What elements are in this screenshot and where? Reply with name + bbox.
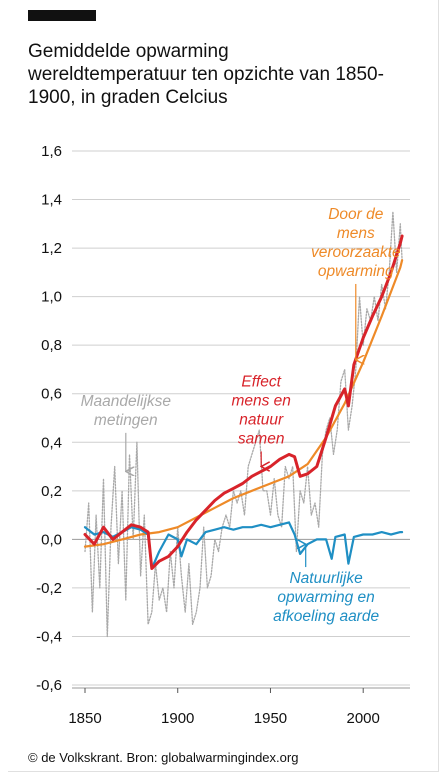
accent-bar (28, 10, 96, 21)
annotation-text: mens (337, 225, 375, 242)
series-lines (83, 211, 404, 638)
gridlines (72, 150, 410, 689)
annotation-text: Effect (241, 373, 281, 390)
y-tick-label: 0,6 (41, 386, 62, 403)
x-axis-ticks: 1850 1900 1950 2000 (68, 688, 380, 727)
natural-series-line (83, 521, 404, 570)
annotation-combined: Effect mens en natuur samen (231, 373, 291, 466)
monthly-series-line (84, 211, 403, 638)
annotation-text: samen (238, 430, 285, 447)
annotation-text: metingen (94, 412, 158, 429)
combined-series-line (83, 234, 404, 570)
annotation-monthly: Maandelijkse metingen (81, 393, 172, 472)
y-tick-label: 1,0 (41, 289, 62, 306)
y-tick-label: -0,2 (36, 580, 62, 597)
x-tick-label: 2000 (347, 710, 380, 727)
annotation-natural: Natuurlijke opwarming en afkoeling aarde (273, 544, 379, 625)
chart-title: Gemiddelde opwarming wereldtemperatuur t… (28, 41, 384, 108)
y-tick-label: 1,4 (41, 192, 62, 209)
y-tick-label: 0,2 (41, 483, 62, 500)
annotation-text: Door de (328, 206, 384, 223)
annotation-text: opwarming en (277, 589, 374, 606)
y-tick-label: 0,4 (41, 434, 62, 451)
annotation-text: Maandelijkse (81, 393, 172, 410)
y-tick-label: 0,0 (41, 531, 62, 548)
annotation-human: Door de mens veroorzaakte opwarming (311, 206, 401, 360)
card-frame (8, 0, 439, 772)
y-tick-label: 1,2 (41, 240, 62, 257)
annotation-text: veroorzaakte (311, 244, 401, 261)
annotation-text: mens en (231, 392, 290, 409)
annotation-text: natuur (239, 411, 284, 428)
annotations: Maandelijkse metingen Effect mens en natuur s… (81, 206, 401, 625)
annotation-text: opwarming (318, 263, 394, 280)
annotation-text: afkoeling aarde (273, 608, 379, 625)
x-tick-label: 1950 (254, 710, 287, 727)
y-tick-label: -0,6 (36, 677, 62, 694)
annotation-text: Natuurlijke (289, 570, 363, 587)
y-axis-ticks: 1,6 1,4 1,2 1,0 0,8 0,6 0,4 0,2 0,0 -0,2 -0,4 -0,6 (36, 143, 62, 694)
x-tick-label: 1900 (161, 710, 194, 727)
y-tick-label: 1,6 (41, 143, 62, 160)
y-tick-label: 0,8 (41, 337, 62, 354)
x-tick-label: 1850 (68, 710, 101, 727)
source-credit: © de Volkskrant. Bron: globalwarminginde… (28, 750, 299, 765)
y-tick-label: -0,4 (36, 628, 62, 645)
